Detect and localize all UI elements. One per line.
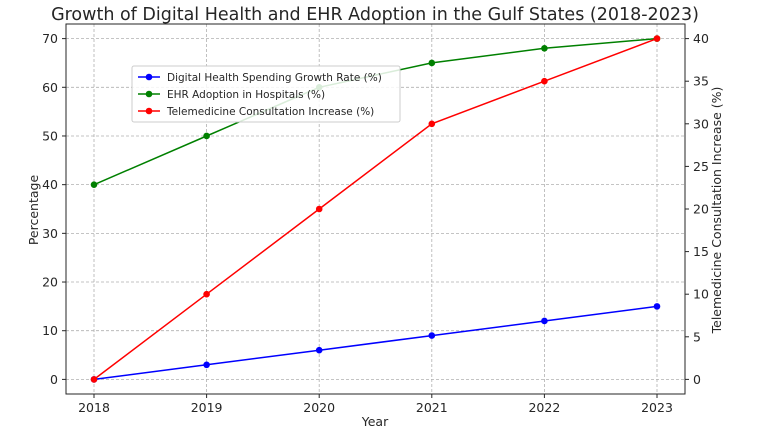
x-axis: 2018 2019 2020 2021 2022 2023 [78, 394, 673, 415]
y2-tick-label: 25 [693, 159, 709, 174]
data-point [428, 59, 436, 67]
series-group [90, 35, 661, 383]
y-tick-label: 0 [50, 372, 58, 387]
legend: Digital Health Spending Growth Rate (%) E… [131, 65, 401, 123]
y2-tick-label: 15 [693, 244, 709, 259]
x-axis-label: Year [361, 414, 389, 429]
data-point [203, 361, 210, 369]
data-point [541, 317, 548, 325]
y-tick-label: 30 [42, 226, 58, 241]
y2-tick-label: 40 [693, 31, 709, 46]
data-point [90, 376, 98, 383]
data-point [541, 77, 548, 85]
data-point [315, 346, 323, 354]
y2-tick-label: 5 [693, 329, 701, 344]
y-axis-label: Percentage [26, 175, 41, 246]
y-tick-label: 40 [42, 177, 58, 192]
x-tick-label: 2022 [528, 400, 560, 415]
data-point [653, 303, 661, 310]
series-line-3 [93, 37, 658, 380]
y-tick-label: 10 [42, 323, 58, 338]
data-point [203, 132, 210, 140]
y2-tick-label: 0 [693, 372, 701, 387]
y-tick-label: 20 [42, 275, 58, 290]
data-point [90, 181, 98, 188]
y2-tick-label: 35 [693, 74, 709, 89]
y2-tick-label: 30 [693, 116, 709, 131]
y-tick-label: 50 [42, 128, 58, 143]
legend-label: Digital Health Spending Growth Rate (%) [167, 72, 382, 84]
legend-label: EHR Adoption in Hospitals (%) [167, 89, 325, 101]
x-tick-label: 2019 [191, 400, 223, 415]
data-point [428, 120, 436, 128]
y-axis-left: 0 10 20 30 40 50 60 70 [42, 31, 66, 387]
y2-axis-label: Telemedicine Consultation Increase (%) [709, 87, 724, 335]
legend-label: Telemedicine Consultation Increase (%) [166, 106, 374, 118]
legend-swatch-marker [145, 107, 153, 115]
chart-title: Growth of Digital Health and EHR Adoptio… [51, 5, 699, 25]
x-tick-label: 2023 [641, 400, 673, 415]
series-line-1 [93, 305, 658, 381]
legend-swatch-marker [145, 73, 153, 81]
legend-box [131, 65, 401, 123]
grid [66, 24, 685, 394]
data-point [428, 332, 436, 339]
data-point [203, 290, 210, 298]
x-tick-label: 2021 [416, 400, 448, 415]
x-tick-label: 2020 [303, 400, 335, 415]
data-point [315, 205, 323, 213]
data-point [541, 45, 548, 52]
y2-tick-label: 20 [693, 202, 709, 217]
y-tick-label: 70 [42, 31, 58, 46]
legend-swatch-marker [145, 90, 153, 98]
y-tick-label: 60 [42, 80, 58, 95]
x-tick-label: 2018 [78, 400, 110, 415]
y-axis-right: 0 5 10 15 20 25 30 35 40 [685, 31, 709, 387]
y2-tick-label: 10 [693, 287, 709, 302]
data-point [653, 35, 661, 42]
